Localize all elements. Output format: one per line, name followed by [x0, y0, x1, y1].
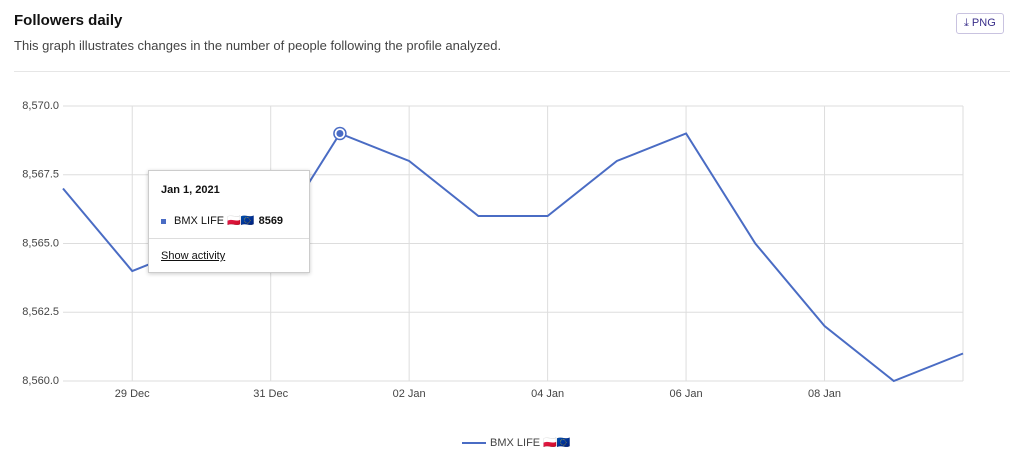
show-activity-link[interactable]: Show activity [161, 250, 226, 262]
subtitle: This graph illustrates changes in the nu… [14, 38, 502, 53]
tooltip-value: 8569 [258, 215, 284, 227]
tooltip: Jan 1, 2021 BMX LIFE 🇵🇱🇪🇺 8569 Show activ… [148, 170, 310, 273]
x-tick-label: 02 Jan [393, 388, 426, 400]
x-tick-label: 31 Dec [253, 388, 288, 400]
tooltip-series: BMX LIFE 🇵🇱🇪🇺 8569 [161, 214, 283, 227]
title: Followers daily [14, 12, 123, 29]
tooltip-series-name: BMX LIFE 🇵🇱🇪🇺 [174, 215, 255, 227]
y-tick-label: 8,562.5 [22, 306, 59, 318]
legend-label: BMX LIFE 🇵🇱🇪🇺 [490, 436, 571, 449]
png-label[interactable]: PNG [971, 17, 996, 29]
x-tick-label: 06 Jan [670, 388, 703, 400]
y-tick-label: 8,560.0 [22, 375, 59, 387]
tooltip-date: Jan 1, 2021 [161, 184, 220, 196]
png-button[interactable]: ⤓ PNG [956, 13, 1004, 34]
x-tick-label: 08 Jan [808, 388, 841, 400]
y-tick-label: 8,570.0 [22, 100, 59, 112]
highlight-dot [336, 130, 344, 137]
x-tick-label: 29 Dec [115, 388, 150, 400]
x-tick-label: 04 Jan [531, 388, 564, 400]
y-tick-label: 8,567.5 [22, 169, 59, 181]
y-tick-label: 8,565.0 [22, 237, 59, 249]
divider [14, 71, 1010, 72]
